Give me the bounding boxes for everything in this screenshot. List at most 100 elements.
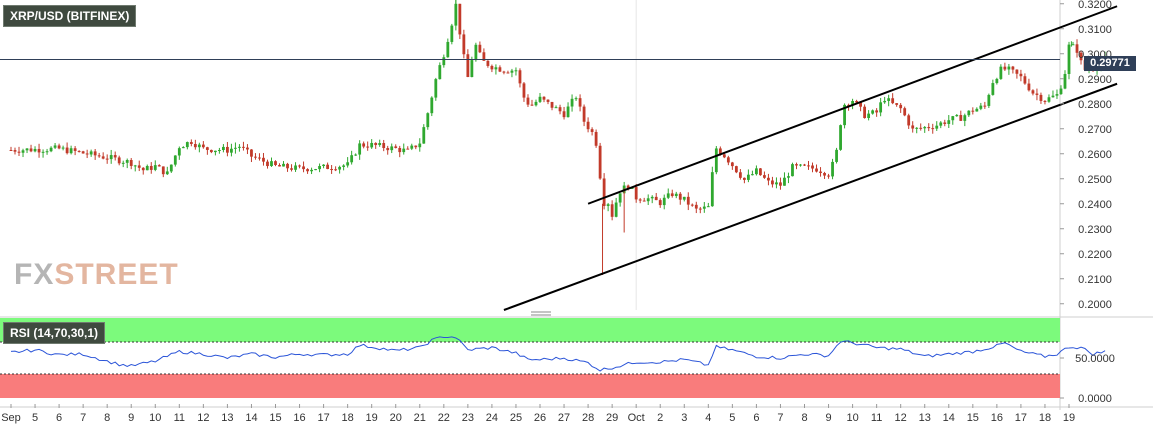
candle-bullish xyxy=(109,149,113,164)
candle-body xyxy=(153,165,157,170)
candle-body xyxy=(799,164,802,166)
candle-bullish xyxy=(787,172,790,184)
candle-bullish xyxy=(915,127,919,134)
candle-body xyxy=(366,146,370,148)
candle-bearish xyxy=(17,146,21,156)
candle-bullish xyxy=(554,105,558,109)
candle-body xyxy=(442,57,446,66)
candle-body xyxy=(189,142,193,144)
candle-bearish xyxy=(859,101,863,112)
candle-bullish xyxy=(963,113,967,127)
candle-bullish xyxy=(1067,41,1071,80)
candle-bullish xyxy=(169,164,173,173)
candle-body xyxy=(342,165,346,167)
candle-bullish xyxy=(402,143,406,155)
candle-bearish xyxy=(586,117,590,133)
x-tick-label: 11 xyxy=(174,412,185,424)
candle-body xyxy=(855,101,859,103)
candle-bullish xyxy=(662,194,666,210)
candle-bearish xyxy=(101,152,105,160)
y-tick-label: 0.2300 xyxy=(1078,224,1112,236)
candle-body xyxy=(943,122,947,124)
candle-bearish xyxy=(205,146,209,155)
candle-body xyxy=(626,185,630,189)
candle-bullish xyxy=(270,157,273,167)
y-tick-label: 0.2600 xyxy=(1078,149,1112,161)
candle-bearish xyxy=(274,160,277,167)
candle-bearish xyxy=(698,206,702,214)
candle-body xyxy=(470,60,474,78)
candle-bearish xyxy=(726,155,730,166)
candle-bullish xyxy=(514,67,518,76)
candle-body xyxy=(121,162,125,164)
candle-body xyxy=(755,168,758,175)
candle-body xyxy=(779,182,782,186)
candle-bullish xyxy=(650,195,654,204)
candle-bullish xyxy=(21,148,25,158)
candle-bearish xyxy=(578,94,582,112)
candle-body xyxy=(999,66,1003,79)
candle-bearish xyxy=(302,161,305,173)
candle-bearish xyxy=(258,153,261,161)
x-tick-label: 3 xyxy=(681,412,687,424)
candle-bearish xyxy=(911,121,915,133)
candle-bullish xyxy=(995,77,999,85)
candle-body xyxy=(37,148,41,153)
candle-bullish xyxy=(939,121,943,129)
candle-bullish xyxy=(378,139,382,147)
pane-resize-handle[interactable] xyxy=(531,311,551,316)
candle-bearish xyxy=(803,163,806,167)
candle-bearish xyxy=(654,192,658,201)
x-tick-label: 11 xyxy=(871,412,882,424)
candle-body xyxy=(1019,73,1023,77)
candle-bearish xyxy=(161,166,165,178)
candle-bullish xyxy=(294,162,297,172)
candle-bearish xyxy=(193,139,197,150)
channel-line-lower xyxy=(503,82,1118,311)
x-tick-label: 23 xyxy=(462,412,474,424)
candle-bearish xyxy=(81,150,85,154)
candle-bullish xyxy=(45,148,49,155)
candle-body xyxy=(931,128,935,130)
candle-body xyxy=(742,177,746,180)
candle-bearish xyxy=(1075,39,1079,58)
candle-body xyxy=(53,145,57,148)
candle-body xyxy=(270,161,273,167)
candle-body xyxy=(706,206,710,208)
candle-body xyxy=(382,143,386,149)
candle-body xyxy=(418,143,422,148)
rsi-oversold-zone xyxy=(0,374,1060,398)
candle-bullish xyxy=(835,147,838,164)
candle-bearish xyxy=(77,150,81,153)
candle-bearish xyxy=(767,173,770,186)
candle-body xyxy=(89,151,93,155)
candle-bullish xyxy=(706,202,710,208)
symbol-title: XRP/USD (BITFINEX) xyxy=(3,5,137,27)
candle-body xyxy=(895,103,899,105)
fxstreet-watermark: FXSTREET xyxy=(14,258,179,292)
candle-bearish xyxy=(1039,92,1043,104)
candle-bullish xyxy=(746,169,750,183)
candle-bearish xyxy=(394,144,398,149)
x-tick-label: 6 xyxy=(753,412,759,424)
candle-bearish xyxy=(558,104,562,115)
candle-body xyxy=(486,60,490,66)
candle-body xyxy=(438,65,442,80)
candle-body xyxy=(939,122,943,126)
candle-body xyxy=(246,147,249,150)
candle-bearish xyxy=(29,144,33,153)
candle-bullish xyxy=(230,143,233,157)
x-tick-label: 19 xyxy=(1063,412,1075,424)
candle-body xyxy=(242,146,245,148)
candle-bearish xyxy=(362,141,366,149)
candle-body xyxy=(975,108,979,112)
candle-bearish xyxy=(730,161,734,170)
candle-body xyxy=(250,149,253,157)
candle-bullish xyxy=(354,153,358,156)
candle-bullish xyxy=(614,197,618,218)
candle-body xyxy=(165,171,169,175)
candle-bullish xyxy=(1059,85,1063,95)
candle-body xyxy=(422,127,426,144)
candle-body xyxy=(963,115,967,121)
